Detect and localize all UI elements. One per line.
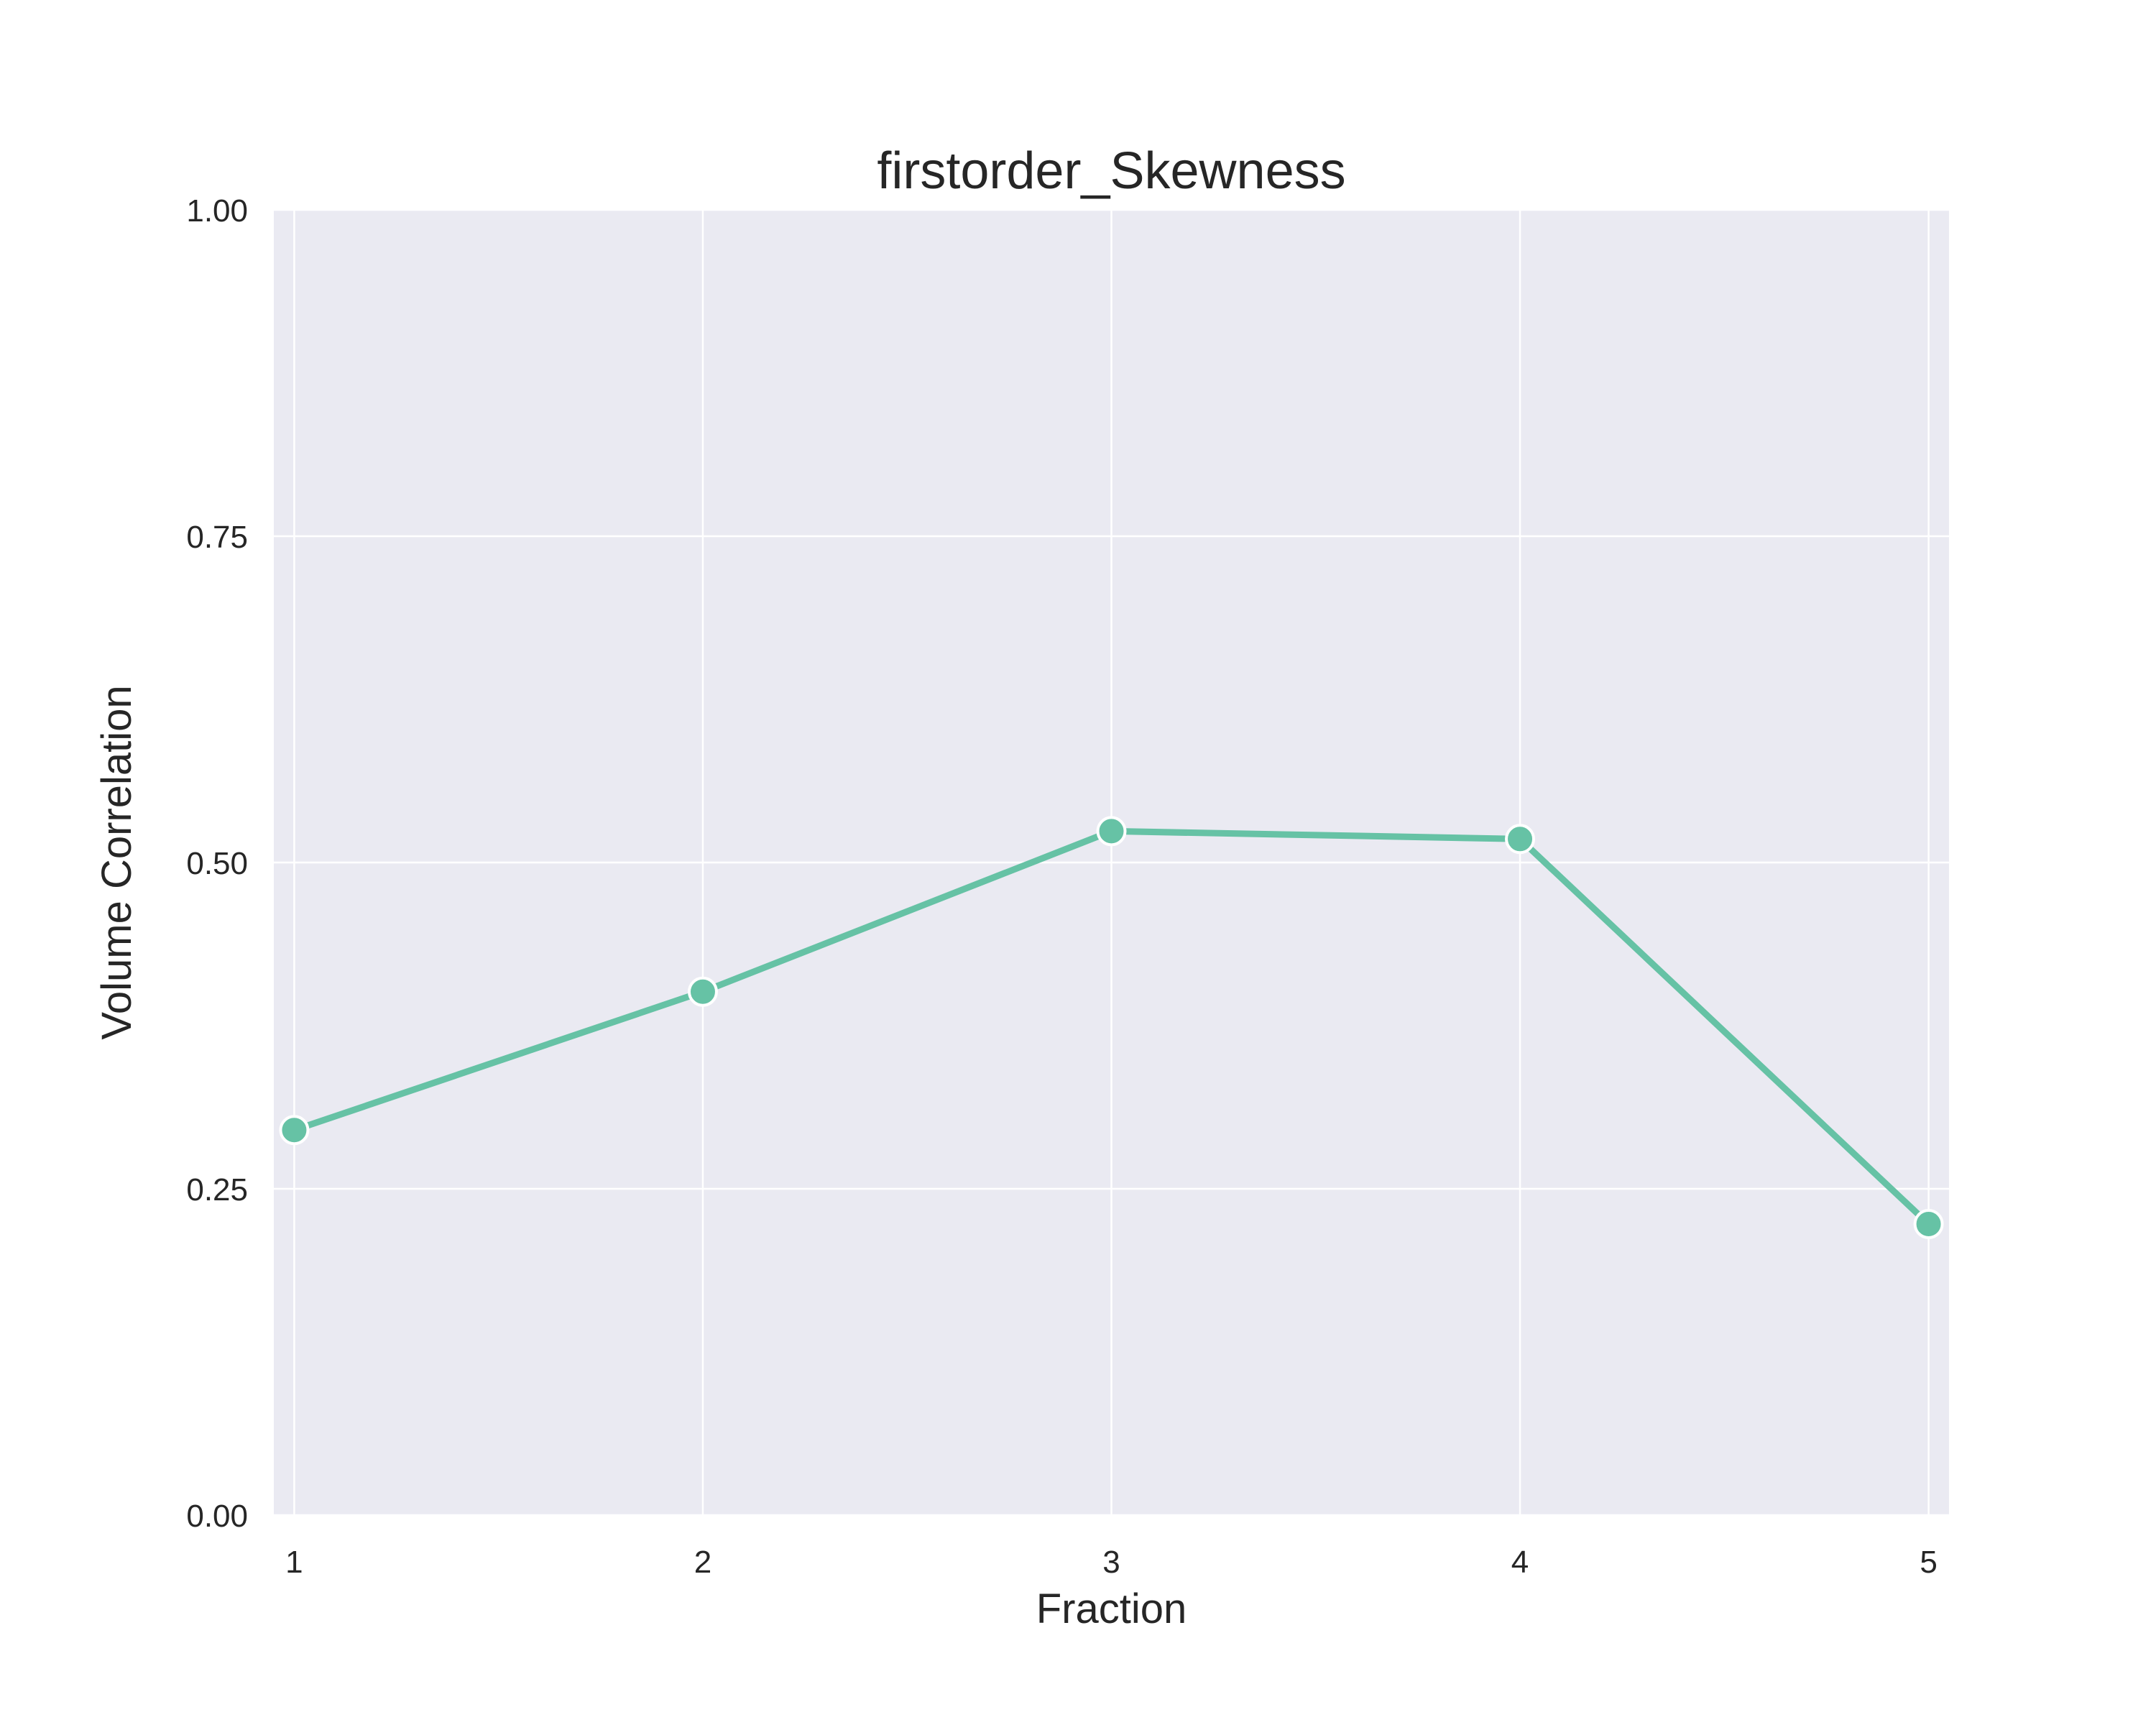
x-tick-label: 3 <box>1102 1545 1120 1580</box>
x-tick-label: 5 <box>1920 1545 1937 1580</box>
data-point-marker <box>1913 1209 1944 1240</box>
x-tick-label: 2 <box>694 1545 711 1580</box>
y-tick-label: 0.50 <box>186 846 248 881</box>
y-tick-label: 0.00 <box>186 1499 248 1534</box>
chart-title: firstorder_Skewness <box>877 142 1345 200</box>
data-point-marker <box>1505 824 1536 855</box>
data-point-marker <box>1096 816 1127 847</box>
x-axis-ticks: 1 2 3 4 5 <box>285 1545 1938 1580</box>
y-tick-label: 0.25 <box>186 1172 248 1208</box>
data-point-marker <box>279 1115 310 1146</box>
x-tick-label: 4 <box>1511 1545 1529 1580</box>
y-axis-ticks: 0.00 0.25 0.50 0.75 1.00 <box>186 193 248 1534</box>
y-tick-label: 1.00 <box>186 193 248 229</box>
x-tick-label: 1 <box>285 1545 303 1580</box>
data-point-marker <box>687 976 718 1007</box>
y-axis-title: Volume Correlation <box>93 685 140 1039</box>
y-tick-label: 0.75 <box>186 520 248 555</box>
grid-lines <box>274 208 1949 1517</box>
x-axis-title: Fraction <box>1036 1586 1187 1632</box>
data-series <box>279 816 1944 1240</box>
